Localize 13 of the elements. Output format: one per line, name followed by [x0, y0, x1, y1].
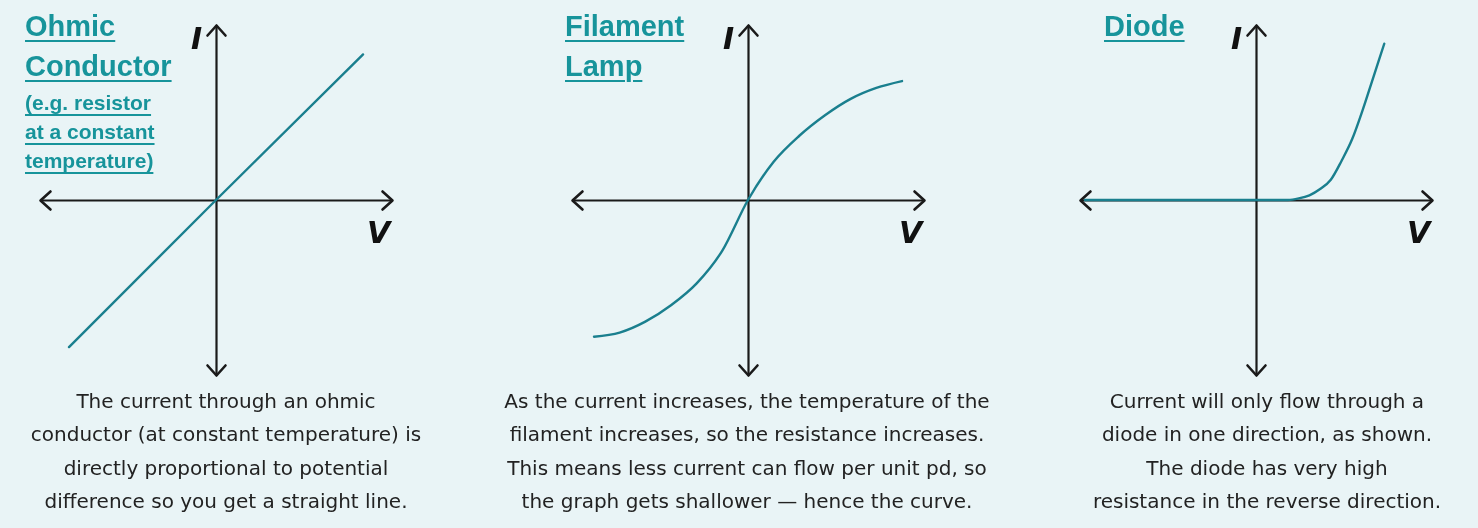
chart-title: Filament Lamp: [565, 10, 685, 82]
chart-title: Ohmic Conductor: [25, 10, 172, 82]
x-axis-title: V: [366, 214, 393, 250]
text: (e.g. resistor at a constant temperature): [25, 91, 155, 172]
x-axis-title: V: [1406, 214, 1433, 250]
text: As the current increases, the temperature of the filament increases, so the resistance increases. This means less current can flow per unit pd, so the graph gets shallower — hence the curve.: [503, 388, 991, 515]
x-axis-title: V: [898, 214, 925, 250]
y-axis-title: I: [190, 20, 203, 56]
chart-title: Diode: [1104, 10, 1185, 42]
y-axis-title: I: [1230, 20, 1243, 56]
y-axis-title: I: [722, 20, 735, 56]
text: The current through an ohmic conductor (at constant temperature) is directly proportional to potential difference so you get a straight line.: [29, 388, 423, 515]
text: Current will only flow through a diode in one direction, as shown. The diode has very high resistance in the reverse direction.: [1092, 388, 1442, 515]
